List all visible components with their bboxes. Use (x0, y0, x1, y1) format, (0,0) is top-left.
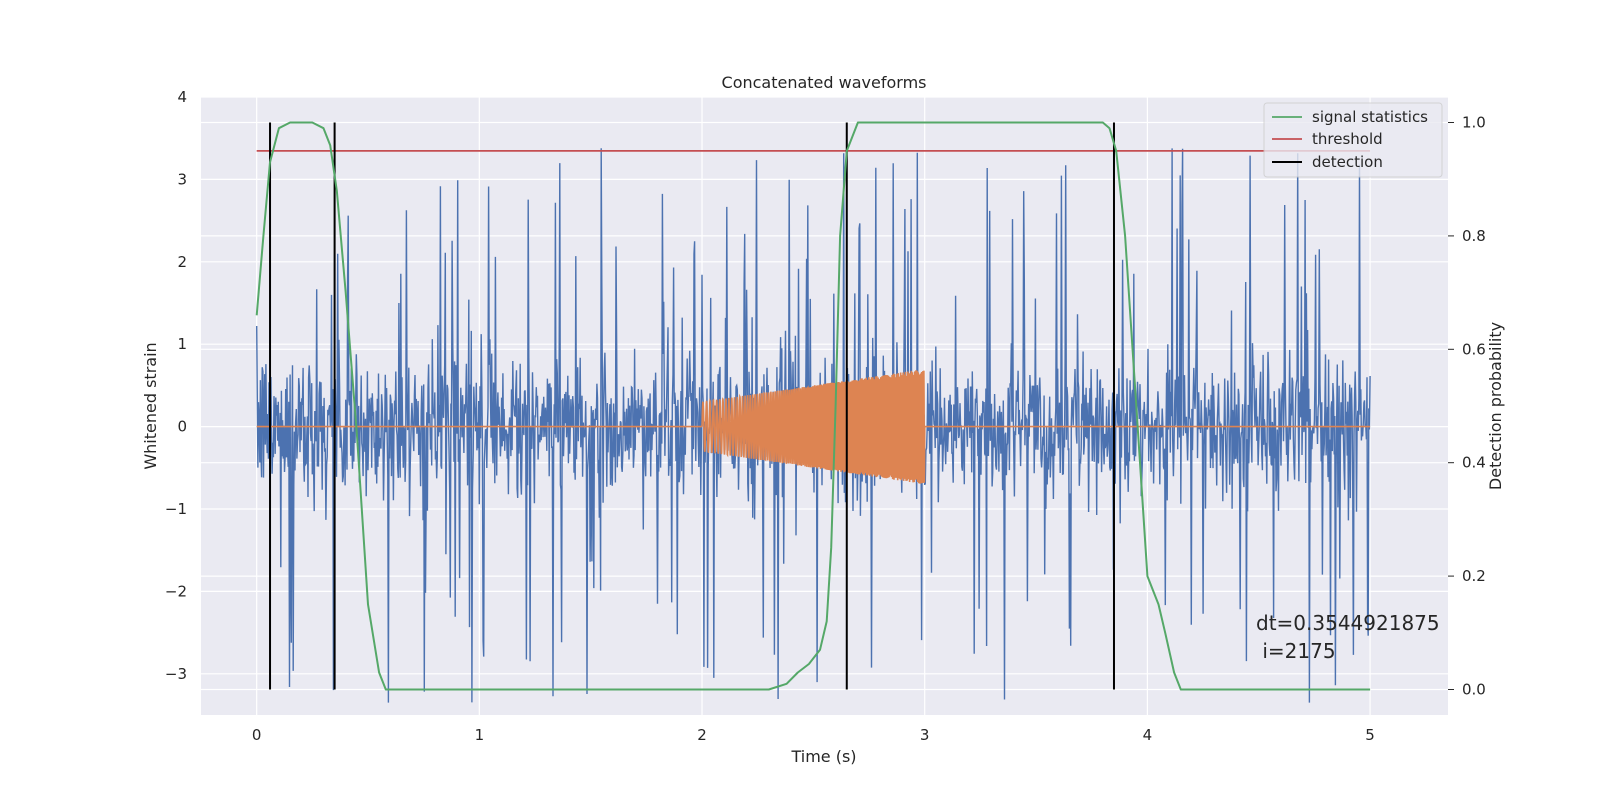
y-left-tick-label: 3 (177, 170, 187, 188)
y-left-tick-label: 4 (177, 88, 187, 106)
chart-title: Concatenated waveforms (722, 73, 927, 92)
ticks: 0 1 2 3 4 5 −3 −2 −1 0 1 2 3 4 0.0 0.2 0.4 0.6 0.8 1.0 (165, 88, 1486, 744)
legend-label-signal-statistics: signal statistics (1312, 108, 1428, 126)
x-tick-label: 1 (475, 726, 485, 744)
annotation-dt: dt=0.3544921875 (1256, 611, 1440, 635)
y-axis-label-right: Detection probability (1486, 322, 1505, 490)
x-tick-label: 2 (697, 726, 707, 744)
legend-box (1263, 102, 1443, 178)
x-tick-label: 0 (252, 726, 262, 744)
y-right-tick-label: 0.4 (1462, 454, 1486, 472)
y-left-tick-label: −2 (165, 582, 187, 600)
x-tick-label: 3 (920, 726, 930, 744)
template-series (256, 370, 1371, 484)
template-line (256, 370, 1371, 484)
y-right-tick-label: 1.0 (1462, 114, 1486, 132)
y-left-tick-label: −1 (165, 500, 187, 518)
x-tick-label: 4 (1143, 726, 1153, 744)
legend: signal statistics threshold detection (1263, 102, 1443, 178)
y-axis-label-left: Whitened strain (141, 342, 160, 469)
y-left-tick-label: 1 (177, 335, 187, 353)
x-axis-label: Time (s) (790, 747, 856, 766)
y-right-tick-label: 0.8 (1462, 227, 1486, 245)
legend-label-threshold: threshold (1312, 130, 1383, 148)
x-tick-label: 5 (1365, 726, 1375, 744)
y-right-tick-label: 0.6 (1462, 340, 1486, 358)
signal-statistics-line (255, 121, 1371, 691)
annotation-i: i=2175 (1256, 639, 1336, 663)
legend-label-detection: detection (1312, 153, 1383, 171)
y-right-tick-label: 0.0 (1462, 680, 1486, 698)
y-left-tick-label: 0 (177, 418, 187, 436)
y-right-tick-label: 0.2 (1462, 567, 1486, 585)
y-left-tick-label: 2 (177, 253, 187, 271)
right-axis-series (255, 121, 1371, 691)
y-left-tick-label: −3 (165, 665, 187, 683)
